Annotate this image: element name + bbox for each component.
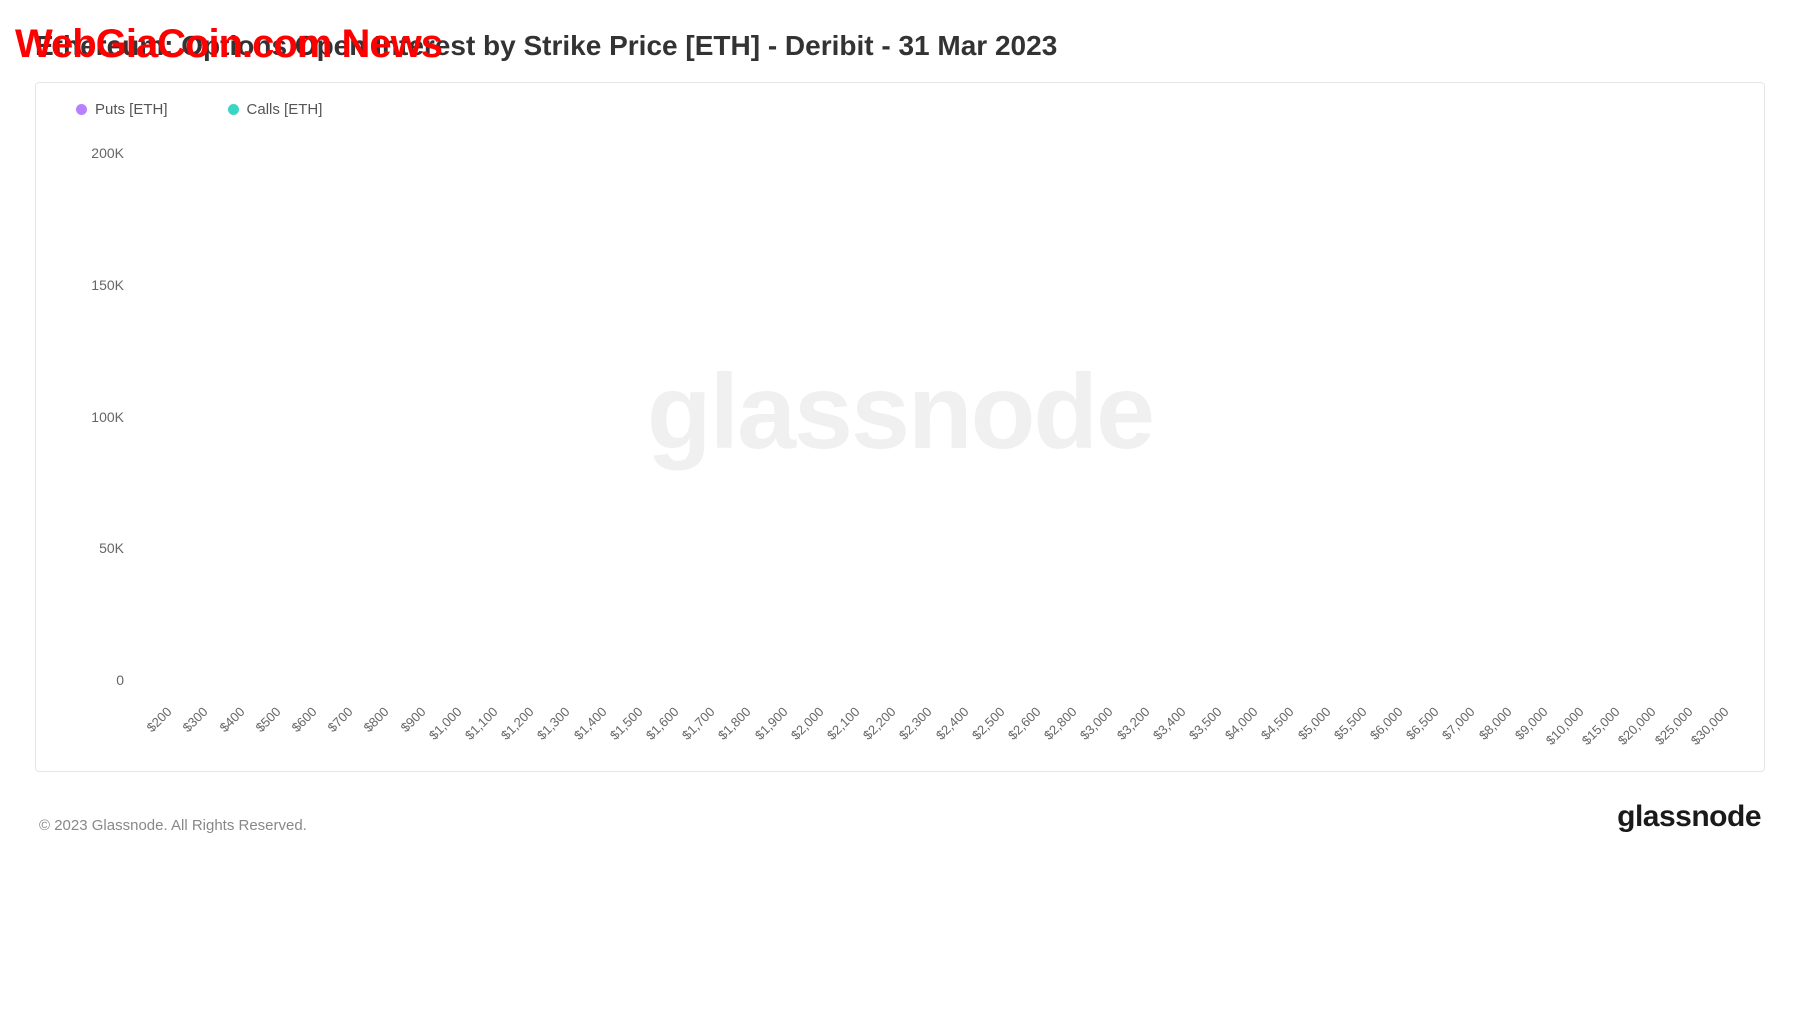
x-tick-label: $600 — [288, 704, 319, 735]
x-tick-label: $300 — [180, 704, 211, 735]
x-tick-label: $500 — [252, 704, 283, 735]
x-tick-label: $1,000 — [426, 704, 465, 743]
x-tick-label: $2,100 — [824, 704, 863, 743]
y-tick-label: 50K — [99, 540, 124, 556]
legend-swatch — [76, 104, 87, 115]
x-tick-label: $3,500 — [1186, 704, 1225, 743]
x-tick-label: $1,500 — [607, 704, 646, 743]
x-tick-label: $1,400 — [570, 704, 609, 743]
x-tick-label: $4,500 — [1258, 704, 1297, 743]
x-tick-label: $1,100 — [462, 704, 501, 743]
x-tick-label: $2,600 — [1005, 704, 1044, 743]
legend-item[interactable]: Puts [ETH] — [76, 101, 168, 118]
x-tick-label: $1,600 — [643, 704, 682, 743]
y-tick-label: 200K — [91, 145, 124, 161]
x-tick-label: $8,000 — [1476, 704, 1515, 743]
y-axis: 0 50K 100K 150K 200K — [36, 143, 136, 696]
x-tick-label: $2,500 — [969, 704, 1008, 743]
legend-item[interactable]: Calls [ETH] — [228, 101, 323, 118]
brand-logo-text: glassnode — [1617, 800, 1761, 834]
x-tick-label: $1,800 — [715, 704, 754, 743]
copyright-text: © 2023 Glassnode. All Rights Reserved. — [39, 817, 307, 834]
x-tick-label: $15,000 — [1579, 704, 1623, 748]
y-tick-label: 150K — [91, 277, 124, 293]
x-tick-label: $700 — [325, 704, 356, 735]
x-tick-label: $20,000 — [1615, 704, 1659, 748]
x-tick-label: $5,500 — [1331, 704, 1370, 743]
x-tick-label: $6,500 — [1403, 704, 1442, 743]
chart-card: Puts [ETH]Calls [ETH] glassnode 050K100K… — [35, 82, 1765, 772]
legend-label: Puts [ETH] — [95, 101, 168, 118]
x-tick-label: $25,000 — [1651, 704, 1695, 748]
x-tick-label: $10,000 — [1543, 704, 1587, 748]
x-tick-label: $2,300 — [896, 704, 935, 743]
x-tick-label: $400 — [216, 704, 247, 735]
x-tick-label: $2,400 — [932, 704, 971, 743]
x-tick-label: $1,300 — [534, 704, 573, 743]
x-tick-label: $7,000 — [1439, 704, 1478, 743]
x-axis: $200$300$400$500$600$700$800$900$1,000$1… — [146, 696, 1739, 771]
y-tick-label: 100K — [91, 409, 124, 425]
chart-legend: Puts [ETH] Calls [ETH] — [36, 83, 1764, 128]
legend-swatch — [228, 104, 239, 115]
x-tick-label: $200 — [144, 704, 175, 735]
x-tick-label: $1,700 — [679, 704, 718, 743]
chart-plot-area — [146, 143, 1739, 696]
x-tick-label: $5,000 — [1295, 704, 1334, 743]
x-tick-label: $2,200 — [860, 704, 899, 743]
x-tick-label: $4,000 — [1222, 704, 1261, 743]
x-tick-label: $3,200 — [1114, 704, 1153, 743]
x-tick-label: $3,400 — [1150, 704, 1189, 743]
x-tick-label: $2,000 — [788, 704, 827, 743]
x-tick-label: $3,000 — [1077, 704, 1116, 743]
x-tick-label: $900 — [397, 704, 428, 735]
x-tick-label: $1,900 — [751, 704, 790, 743]
x-tick-label: $30,000 — [1688, 704, 1732, 748]
legend-label: Calls [ETH] — [247, 101, 323, 118]
x-tick-label: $1,200 — [498, 704, 537, 743]
x-tick-label: $6,000 — [1367, 704, 1406, 743]
x-tick-label: $2,800 — [1041, 704, 1080, 743]
x-tick-label: $800 — [361, 704, 392, 735]
y-tick-label: 0 — [116, 672, 124, 688]
overlay-watermark-text: WebGiaCoin.com News — [15, 22, 442, 67]
